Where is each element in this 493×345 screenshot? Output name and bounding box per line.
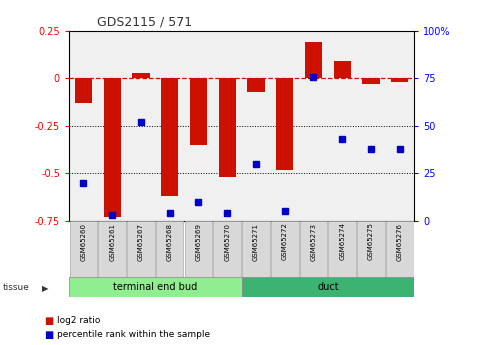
Text: GSM65261: GSM65261 <box>109 223 115 260</box>
Text: percentile rank within the sample: percentile rank within the sample <box>57 330 210 339</box>
Bar <box>69 277 242 297</box>
Bar <box>99 221 126 278</box>
Text: GSM65270: GSM65270 <box>224 223 230 260</box>
Bar <box>184 221 212 278</box>
Bar <box>218 79 236 177</box>
Text: GSM65276: GSM65276 <box>397 223 403 260</box>
Bar <box>305 42 322 79</box>
Bar <box>156 221 183 278</box>
Bar <box>300 221 327 278</box>
Text: ■: ■ <box>44 330 54 339</box>
Bar <box>386 221 414 278</box>
Text: GSM65260: GSM65260 <box>80 223 86 260</box>
Bar <box>391 79 408 82</box>
Text: GSM65267: GSM65267 <box>138 223 144 260</box>
Bar <box>70 221 97 278</box>
Bar <box>242 221 270 278</box>
Bar <box>104 79 121 217</box>
Text: GSM65272: GSM65272 <box>282 223 288 260</box>
Text: duct: duct <box>317 282 339 292</box>
Bar <box>190 79 207 145</box>
Bar <box>276 79 293 169</box>
Text: ▶: ▶ <box>42 284 48 293</box>
Text: GSM65269: GSM65269 <box>195 223 202 260</box>
Text: tissue: tissue <box>2 283 30 292</box>
Bar <box>213 221 241 278</box>
Text: GSM65274: GSM65274 <box>339 223 345 260</box>
Text: GSM65275: GSM65275 <box>368 223 374 260</box>
Text: GSM65273: GSM65273 <box>311 223 317 260</box>
Bar <box>362 79 380 84</box>
Text: terminal end bud: terminal end bud <box>113 282 197 292</box>
Text: log2 ratio: log2 ratio <box>57 316 100 325</box>
Bar <box>132 73 149 79</box>
Text: ■: ■ <box>44 316 54 326</box>
Bar <box>328 221 356 278</box>
Bar <box>161 79 178 196</box>
Text: GSM65268: GSM65268 <box>167 223 173 260</box>
Bar <box>334 61 351 79</box>
Text: GDS2115 / 571: GDS2115 / 571 <box>97 16 192 29</box>
Text: GSM65271: GSM65271 <box>253 223 259 260</box>
Bar <box>75 79 92 103</box>
Bar <box>357 221 385 278</box>
Bar <box>127 221 155 278</box>
Bar <box>271 221 299 278</box>
Bar <box>247 79 265 92</box>
Bar <box>242 277 414 297</box>
